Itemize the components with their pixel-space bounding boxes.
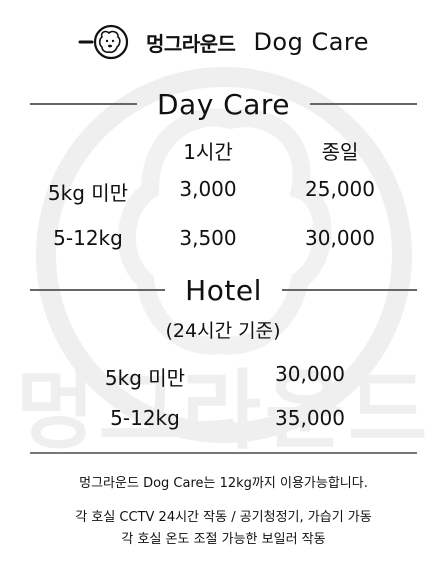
hotel-row-price: 35,000 xyxy=(275,406,345,430)
note-boiler: 각 호실 온도 조절 가능한 보일러 작동 xyxy=(121,532,326,547)
heading-rule-left xyxy=(30,103,137,105)
hotel-row-price: 30,000 xyxy=(275,362,345,386)
daycare-heading: Day Care xyxy=(30,86,417,122)
heading-rule-right xyxy=(281,289,418,291)
daycare-row-day-price: 30,000 xyxy=(305,226,375,250)
brand-name-english: Dog Care xyxy=(253,28,370,56)
daycare-col-day: 종일 xyxy=(321,140,359,164)
hotel-row-weight: 5-12kg xyxy=(110,406,180,430)
daycare-row-hour-price: 3,000 xyxy=(179,177,237,201)
daycare-row-hour-price: 3,500 xyxy=(179,226,237,250)
daycare-col-hour: 1시간 xyxy=(183,140,233,164)
brand-header: 멍그라운드 Dog Care xyxy=(0,22,447,62)
heading-rule-left xyxy=(30,289,166,291)
note-weight-limit: 멍그라운드 Dog Care는 12kg까지 이용가능합니다. xyxy=(79,476,368,491)
footer-divider xyxy=(30,452,417,454)
hotel-row-weight: 5kg 미만 xyxy=(104,366,186,390)
heading-rule-right xyxy=(310,103,417,105)
dog-face-icon xyxy=(78,24,129,60)
hotel-heading: Hotel xyxy=(30,272,418,308)
daycare-row-weight: 5-12kg xyxy=(53,226,123,250)
watermark-text: 멍그라운드 xyxy=(15,361,432,461)
note-cctv: 각 호실 CCTV 24시간 작동 / 공기청정기, 가습기 가동 xyxy=(75,510,372,525)
daycare-row-day-price: 25,000 xyxy=(305,177,375,201)
daycare-title: Day Care xyxy=(156,87,291,121)
daycare-row-weight: 5kg 미만 xyxy=(47,181,129,205)
hotel-title: Hotel xyxy=(185,273,262,307)
brand-name-korean: 멍그라운드 xyxy=(145,31,236,56)
hotel-basis: (24시간 기준) xyxy=(165,320,281,342)
